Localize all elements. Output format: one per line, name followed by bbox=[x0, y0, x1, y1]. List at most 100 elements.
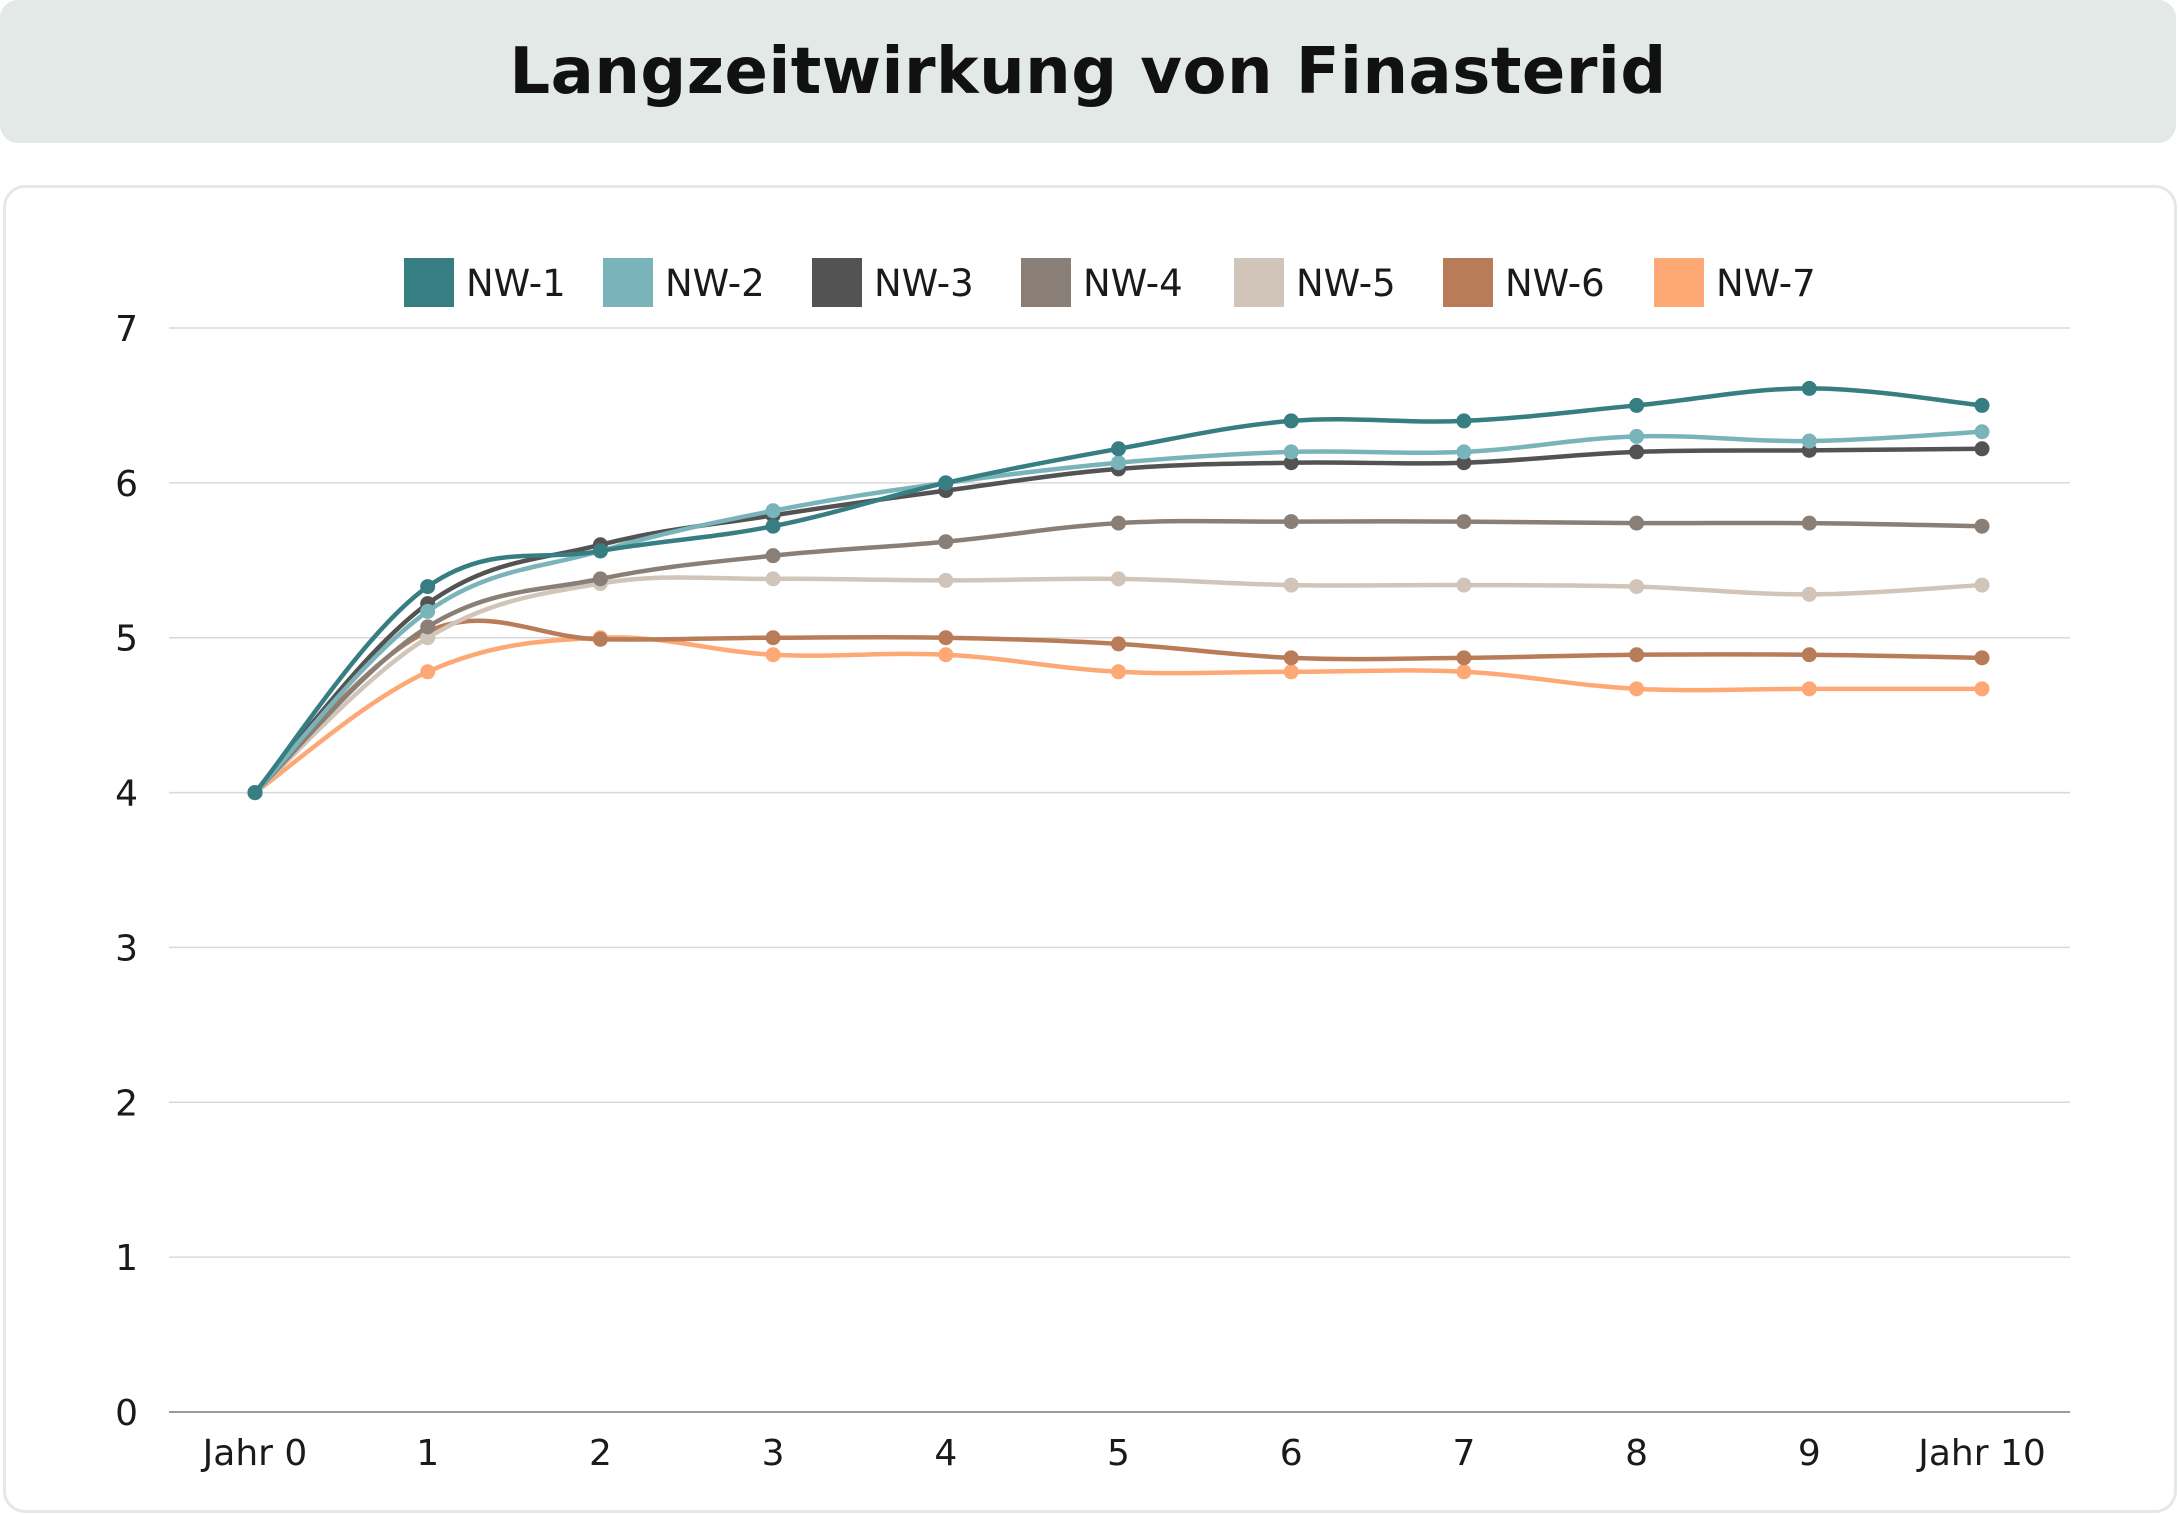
data-point bbox=[765, 630, 781, 646]
data-point bbox=[765, 503, 781, 519]
x-tick-label: Jahr 10 bbox=[1916, 1433, 2046, 1474]
data-point bbox=[420, 630, 436, 646]
legend-item-nw-2: NW-2 bbox=[603, 258, 765, 307]
data-point bbox=[1974, 650, 1990, 666]
y-tick-label: 1 bbox=[115, 1238, 138, 1279]
data-point bbox=[1456, 664, 1472, 680]
series-lines bbox=[247, 380, 1990, 801]
data-point bbox=[420, 664, 436, 680]
data-point bbox=[1629, 444, 1645, 460]
data-point bbox=[420, 603, 436, 619]
legend-swatch bbox=[1654, 258, 1704, 307]
legend: NW-1 NW-2 NW-3 NW-4 NW-5 NW-6 NW-7 bbox=[404, 258, 1816, 307]
data-point bbox=[765, 548, 781, 564]
x-axis-ticks: Jahr 0 1 2 3 4 5 6 7 8 9 Jahr 10 bbox=[201, 1433, 2046, 1474]
x-tick-label: 9 bbox=[1798, 1433, 1821, 1474]
legend-item-nw-7: NW-7 bbox=[1654, 258, 1816, 307]
data-point bbox=[1801, 681, 1817, 697]
data-point bbox=[938, 630, 954, 646]
data-point bbox=[1974, 518, 1990, 534]
series-line bbox=[252, 575, 1985, 795]
y-tick-label: 6 bbox=[115, 464, 138, 505]
legend-label: NW-5 bbox=[1296, 262, 1396, 305]
data-point bbox=[1111, 441, 1126, 457]
data-point bbox=[1801, 433, 1817, 449]
data-point bbox=[1801, 586, 1817, 602]
x-tick-label: 3 bbox=[762, 1433, 785, 1474]
data-point bbox=[420, 619, 436, 635]
data-point bbox=[1456, 413, 1472, 429]
data-point bbox=[1111, 636, 1126, 652]
data-point bbox=[1456, 650, 1472, 666]
data-point bbox=[1111, 571, 1126, 587]
legend-item-nw-4: NW-4 bbox=[1021, 258, 1183, 307]
series-nw-3 bbox=[247, 441, 1990, 801]
legend-label: NW-2 bbox=[665, 262, 765, 305]
series-nw-5 bbox=[247, 571, 1990, 801]
x-tick-label: 7 bbox=[1452, 1433, 1475, 1474]
legend-swatch bbox=[812, 258, 862, 307]
legend-item-nw-6: NW-6 bbox=[1443, 258, 1605, 307]
series-line bbox=[252, 429, 1985, 795]
legend-label: NW-6 bbox=[1505, 262, 1605, 305]
series-nw-4 bbox=[247, 514, 1990, 801]
x-tick-label: 5 bbox=[1107, 1433, 1130, 1474]
data-point bbox=[420, 579, 436, 595]
y-tick-label: 7 bbox=[115, 309, 138, 350]
data-point bbox=[1629, 397, 1645, 413]
data-point bbox=[1456, 444, 1472, 460]
x-tick-label: 6 bbox=[1280, 1433, 1303, 1474]
data-point bbox=[1283, 650, 1299, 666]
data-point bbox=[765, 518, 781, 534]
gridlines bbox=[169, 327, 2070, 1413]
legend-label: NW-7 bbox=[1716, 262, 1816, 305]
legend-swatch bbox=[1234, 258, 1284, 307]
legend-label: NW-1 bbox=[466, 262, 566, 305]
series-line bbox=[252, 446, 1985, 795]
x-tick-label: 4 bbox=[934, 1433, 957, 1474]
data-point bbox=[592, 631, 608, 647]
legend-swatch bbox=[404, 258, 454, 307]
data-point bbox=[1111, 515, 1126, 531]
series-nw-2 bbox=[247, 424, 1990, 801]
data-point bbox=[1456, 577, 1472, 593]
y-axis-ticks: 0 1 2 3 4 5 6 7 bbox=[115, 309, 138, 1434]
chart-title: Langzeitwirkung von Finasterid bbox=[509, 34, 1667, 109]
data-point bbox=[1629, 681, 1645, 697]
data-point bbox=[1111, 664, 1126, 680]
y-tick-label: 3 bbox=[115, 928, 138, 969]
data-point bbox=[1283, 455, 1299, 471]
title-bar: Langzeitwirkung von Finasterid bbox=[0, 0, 2176, 143]
data-point bbox=[1629, 428, 1645, 444]
y-tick-label: 5 bbox=[115, 619, 138, 660]
data-point bbox=[1283, 444, 1299, 460]
x-tick-label: Jahr 0 bbox=[201, 1433, 308, 1474]
data-point bbox=[1974, 441, 1990, 457]
y-tick-label: 4 bbox=[115, 774, 138, 815]
data-point bbox=[1283, 514, 1299, 530]
legend-label: NW-3 bbox=[874, 262, 974, 305]
data-point bbox=[938, 647, 954, 663]
data-point bbox=[1283, 413, 1299, 429]
data-point bbox=[1801, 515, 1817, 531]
data-point bbox=[1974, 577, 1990, 593]
legend-label: NW-4 bbox=[1083, 262, 1183, 305]
data-point bbox=[592, 571, 608, 587]
data-point bbox=[1974, 681, 1990, 697]
data-point bbox=[938, 534, 954, 550]
x-tick-label: 2 bbox=[589, 1433, 612, 1474]
data-point bbox=[1629, 515, 1645, 531]
data-point bbox=[1974, 424, 1990, 440]
data-point bbox=[1456, 514, 1472, 530]
x-tick-label: 1 bbox=[416, 1433, 439, 1474]
data-point bbox=[1283, 664, 1299, 680]
data-point bbox=[1456, 455, 1472, 471]
data-point bbox=[765, 647, 781, 663]
line-chart: 0 1 2 3 4 5 6 7 Jahr 0 1 2 3 4 5 6 7 8 9 Jahr 10 NW-1 NW-2… bbox=[115, 258, 2070, 1474]
data-point bbox=[1283, 577, 1299, 593]
series-nw-1 bbox=[247, 380, 1990, 801]
data-point bbox=[765, 571, 781, 587]
legend-item-nw-3: NW-3 bbox=[812, 258, 974, 307]
y-tick-label: 2 bbox=[115, 1083, 138, 1124]
data-point bbox=[1111, 455, 1126, 471]
